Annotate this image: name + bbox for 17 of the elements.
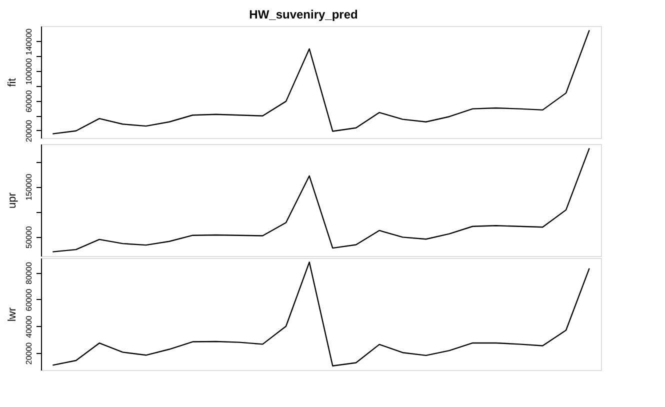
- y-tick-label: 140000: [24, 28, 34, 56]
- y-tick-label: 60000: [24, 90, 34, 112]
- y-axis-title: fit: [6, 78, 18, 87]
- line-series: [52, 262, 590, 366]
- chart-title: HW_suveniry_pred: [249, 8, 358, 22]
- y-axis-title: lwr: [6, 307, 18, 322]
- y-tick-label: 80000: [24, 262, 34, 284]
- y-tick-label: 150000: [24, 173, 34, 201]
- y-tick-label: 60000: [24, 288, 34, 312]
- line-series: [52, 30, 590, 134]
- y-tick-label: 100000: [24, 58, 34, 85]
- line-series: [52, 148, 590, 252]
- y-tick-label: 20000: [24, 119, 34, 142]
- y-tick-label: 20000: [24, 342, 34, 365]
- y-tick-label: 50000: [24, 226, 34, 248]
- y-tick-label: 40000: [24, 315, 34, 338]
- y-axis-title: upr: [6, 192, 18, 208]
